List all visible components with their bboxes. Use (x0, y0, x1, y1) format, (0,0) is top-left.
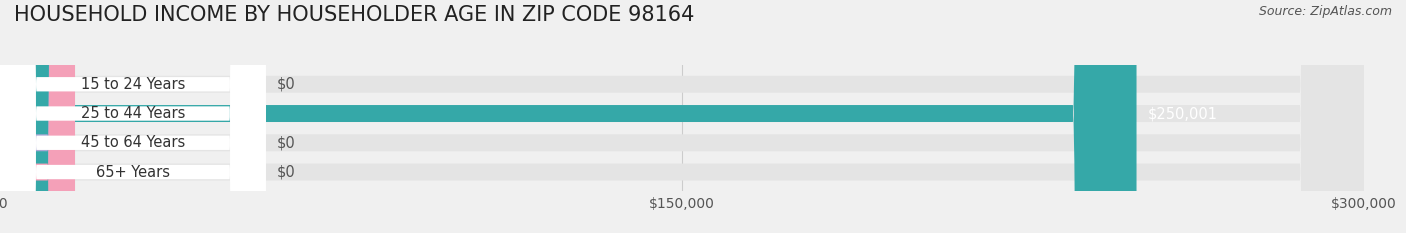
FancyBboxPatch shape (0, 0, 1364, 233)
FancyBboxPatch shape (0, 0, 1364, 233)
Text: 15 to 24 Years: 15 to 24 Years (80, 77, 186, 92)
FancyBboxPatch shape (0, 0, 266, 233)
FancyBboxPatch shape (0, 0, 1364, 233)
FancyBboxPatch shape (0, 0, 266, 233)
Text: 45 to 64 Years: 45 to 64 Years (82, 135, 186, 150)
Text: 25 to 44 Years: 25 to 44 Years (80, 106, 186, 121)
FancyBboxPatch shape (0, 0, 266, 233)
FancyBboxPatch shape (0, 0, 75, 233)
Text: Source: ZipAtlas.com: Source: ZipAtlas.com (1258, 5, 1392, 18)
Text: $0: $0 (277, 77, 295, 92)
FancyBboxPatch shape (0, 0, 75, 233)
Text: $0: $0 (277, 135, 295, 150)
Text: HOUSEHOLD INCOME BY HOUSEHOLDER AGE IN ZIP CODE 98164: HOUSEHOLD INCOME BY HOUSEHOLDER AGE IN Z… (14, 5, 695, 25)
Text: $0: $0 (277, 164, 295, 180)
Text: 65+ Years: 65+ Years (96, 164, 170, 180)
FancyBboxPatch shape (0, 0, 1136, 233)
Text: $250,001: $250,001 (1147, 106, 1218, 121)
FancyBboxPatch shape (0, 0, 75, 233)
FancyBboxPatch shape (0, 0, 266, 233)
FancyBboxPatch shape (0, 0, 1364, 233)
